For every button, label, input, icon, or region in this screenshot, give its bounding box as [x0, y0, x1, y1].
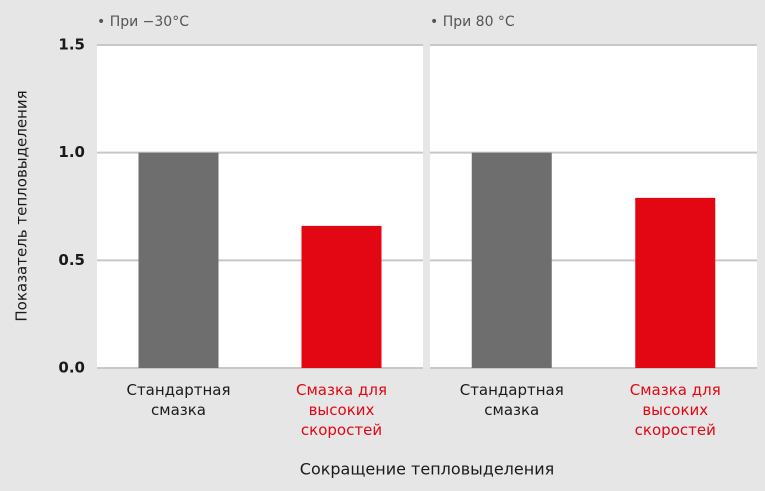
- x-tick-label: Стандартная смазка: [126, 381, 231, 419]
- y-tick-label: 1.0: [58, 143, 85, 161]
- panel-subtitle: • При 80 °C: [430, 14, 515, 30]
- y-tick-label: 0.0: [58, 359, 85, 377]
- x-axis-label: Сокращение тепловыделения: [300, 460, 554, 479]
- y-axis-label: Показатель тепловыделения: [13, 90, 31, 321]
- panel-subtitle: • При −30°C: [97, 14, 189, 30]
- bar: [301, 225, 382, 368]
- bar: [635, 197, 716, 368]
- x-tick-label: Смазка для высоких скоростей: [629, 381, 721, 439]
- y-tick-label: 0.5: [58, 251, 85, 269]
- x-tick-label: Стандартная смазка: [459, 381, 564, 419]
- bar: [138, 152, 219, 368]
- y-tick-label: 1.5: [58, 36, 85, 54]
- x-tick-label: Смазка для высоких скоростей: [296, 381, 387, 439]
- bar: [471, 152, 552, 368]
